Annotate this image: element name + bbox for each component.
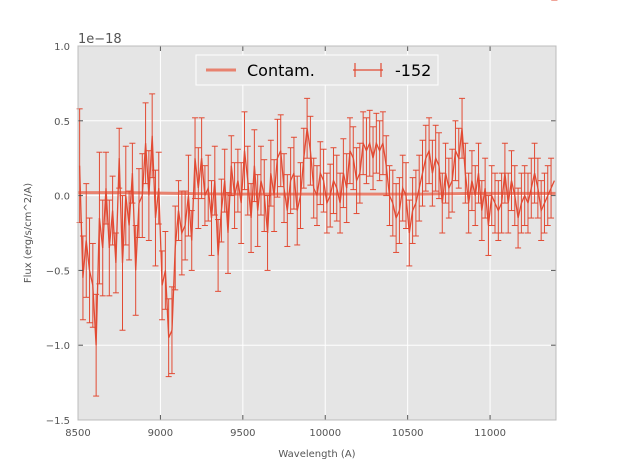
legend-spectrum-swatch <box>353 63 383 77</box>
plot-background <box>78 46 556 420</box>
x-axis-label: Wavelength (A) <box>278 449 355 460</box>
x-tick-label: 11000 <box>474 428 506 439</box>
x-tick-label: 10000 <box>309 428 341 439</box>
y-tick-label: −1.0 <box>46 341 70 352</box>
y-tick-label: 1.0 <box>54 42 70 53</box>
y-tick-label: 0.0 <box>54 192 70 203</box>
x-tick-label: 9000 <box>148 428 173 439</box>
legend-spectrum-label: -152 <box>395 61 431 80</box>
x-tick-label: 8500 <box>65 428 90 439</box>
y-tick-label: −0.5 <box>46 266 70 277</box>
legend-box <box>195 54 439 86</box>
legend-contam-label: Contam. <box>247 61 315 80</box>
tick-labels: 8500 9000 9500 10000 10500 11000 −1.5 −1.0 −0.5 0… <box>46 42 506 439</box>
y-tick-label: 0.5 <box>54 117 70 128</box>
legend: Contam. -152 <box>195 54 439 86</box>
y-tick-label: −1.5 <box>46 416 70 427</box>
x-tick-label: 10500 <box>392 428 424 439</box>
y-offset-label: 1e−18 <box>78 32 122 47</box>
spectrum-line <box>78 128 555 346</box>
spectrum-series <box>76 0 558 397</box>
plot-frame <box>77 45 557 421</box>
y-axis-label: Flux (erg/s/cm^2/A) <box>23 183 34 283</box>
x-tick-label: 9500 <box>230 428 255 439</box>
ticks <box>77 45 556 421</box>
